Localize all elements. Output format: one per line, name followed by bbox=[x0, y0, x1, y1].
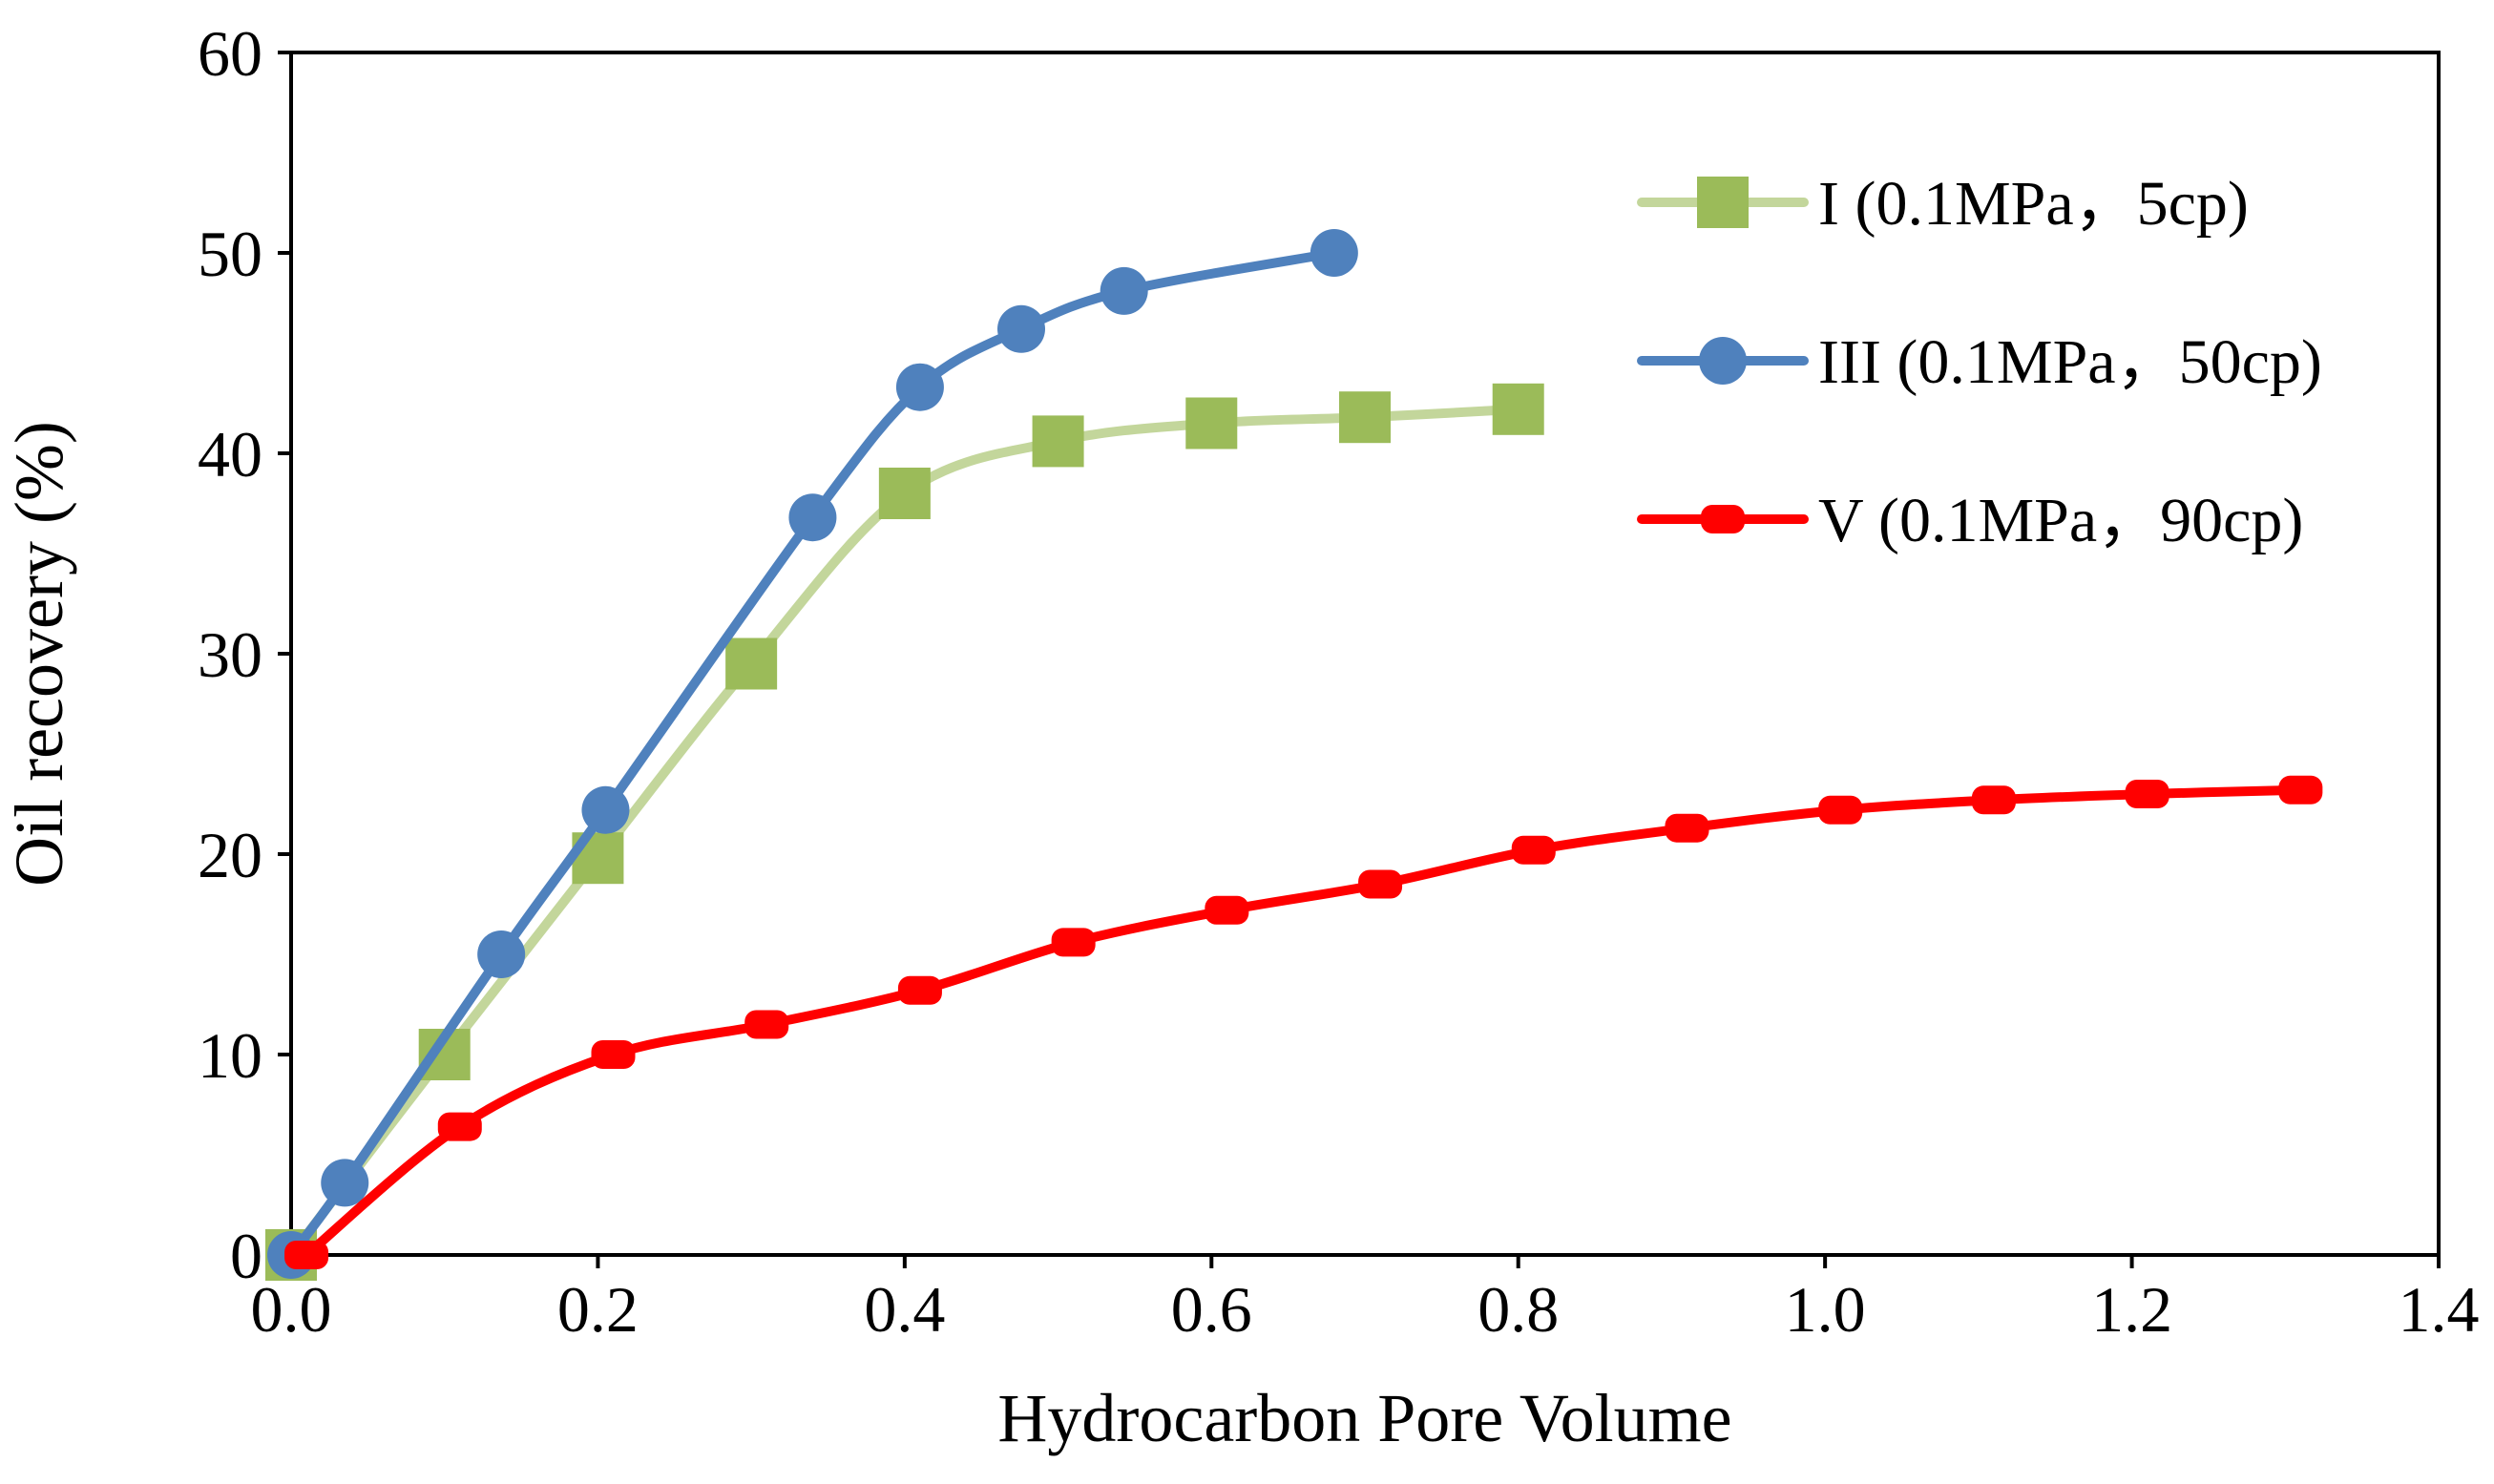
legend-item: I (0.1MPa，5cp) bbox=[1637, 169, 2249, 239]
x-tick-label: 1.4 bbox=[2399, 1273, 2480, 1346]
data-point bbox=[744, 1010, 789, 1039]
x-tick-label: 1.2 bbox=[2091, 1273, 2172, 1346]
legend-swatch-marker bbox=[1699, 337, 1747, 385]
data-point bbox=[1358, 869, 1403, 899]
y-tick-label: 60 bbox=[198, 17, 262, 90]
y-tick-label: 10 bbox=[198, 1019, 262, 1092]
legend: I (0.1MPa，5cp) III (0.1MPa，50cp) V (0.1MPa… bbox=[1637, 169, 2322, 555]
data-point bbox=[1032, 415, 1084, 468]
data-point bbox=[1665, 813, 1709, 843]
legend-label: III (0.1MPa，50cp) bbox=[1818, 327, 2322, 397]
y-tick-label: 40 bbox=[198, 418, 262, 491]
x-axis: 0.0 0.2 0.4 0.6 0.8 1.0 1.2 1.4 bbox=[251, 1255, 2480, 1346]
data-point bbox=[1100, 266, 1148, 315]
series-3 bbox=[284, 775, 2323, 1269]
series-1 bbox=[265, 383, 1544, 1281]
data-point bbox=[284, 1241, 329, 1269]
series-2 bbox=[267, 229, 1358, 1279]
legend-item: III (0.1MPa，50cp) bbox=[1637, 327, 2322, 397]
data-point bbox=[1185, 397, 1238, 449]
y-tick-label: 50 bbox=[198, 218, 262, 290]
data-point bbox=[1310, 229, 1358, 277]
y-tick-label: 20 bbox=[198, 819, 262, 891]
x-axis-title: Hydrocarbon Pore Volume bbox=[997, 1380, 1731, 1456]
data-point bbox=[1051, 928, 1096, 957]
data-point bbox=[1339, 391, 1391, 444]
data-point bbox=[1492, 383, 1544, 435]
data-point bbox=[895, 363, 944, 411]
x-tick-label: 0.0 bbox=[251, 1273, 332, 1346]
legend-label: I (0.1MPa，5cp) bbox=[1818, 169, 2249, 239]
legend-swatch-marker bbox=[1701, 505, 1745, 533]
x-tick-label: 0.8 bbox=[1478, 1273, 1559, 1346]
data-point bbox=[477, 930, 526, 978]
data-point bbox=[1205, 895, 1249, 925]
data-point bbox=[878, 468, 931, 519]
data-point bbox=[2125, 780, 2169, 808]
data-point bbox=[581, 785, 630, 834]
data-point bbox=[1511, 835, 1556, 865]
data-point bbox=[321, 1159, 369, 1207]
data-point bbox=[591, 1040, 636, 1069]
legend-item: V (0.1MPa，90cp) bbox=[1637, 486, 2303, 555]
x-tick-label: 0.4 bbox=[864, 1273, 945, 1346]
data-point bbox=[788, 493, 837, 542]
x-tick-label: 0.6 bbox=[1171, 1273, 1252, 1346]
data-point bbox=[2278, 775, 2323, 805]
y-tick-label: 30 bbox=[198, 618, 262, 691]
x-tick-label: 1.0 bbox=[1785, 1273, 1866, 1346]
data-point bbox=[725, 637, 778, 690]
data-point bbox=[897, 975, 942, 1005]
series-line bbox=[286, 404, 1523, 1260]
data-point bbox=[1971, 785, 2016, 815]
x-tick-label: 0.2 bbox=[557, 1273, 639, 1346]
series-layer bbox=[265, 229, 2323, 1281]
y-tick-label: 0 bbox=[230, 1220, 262, 1292]
y-axis: 0 10 20 30 40 50 60 bbox=[198, 17, 291, 1292]
legend-swatch-marker bbox=[1697, 177, 1749, 228]
y-axis-title: Oil recovery (%) bbox=[1, 421, 77, 887]
data-point bbox=[1818, 795, 1863, 825]
data-point bbox=[437, 1112, 482, 1141]
legend-label: V (0.1MPa，90cp) bbox=[1818, 486, 2303, 555]
data-point bbox=[997, 304, 1045, 353]
series-line bbox=[286, 248, 1339, 1260]
